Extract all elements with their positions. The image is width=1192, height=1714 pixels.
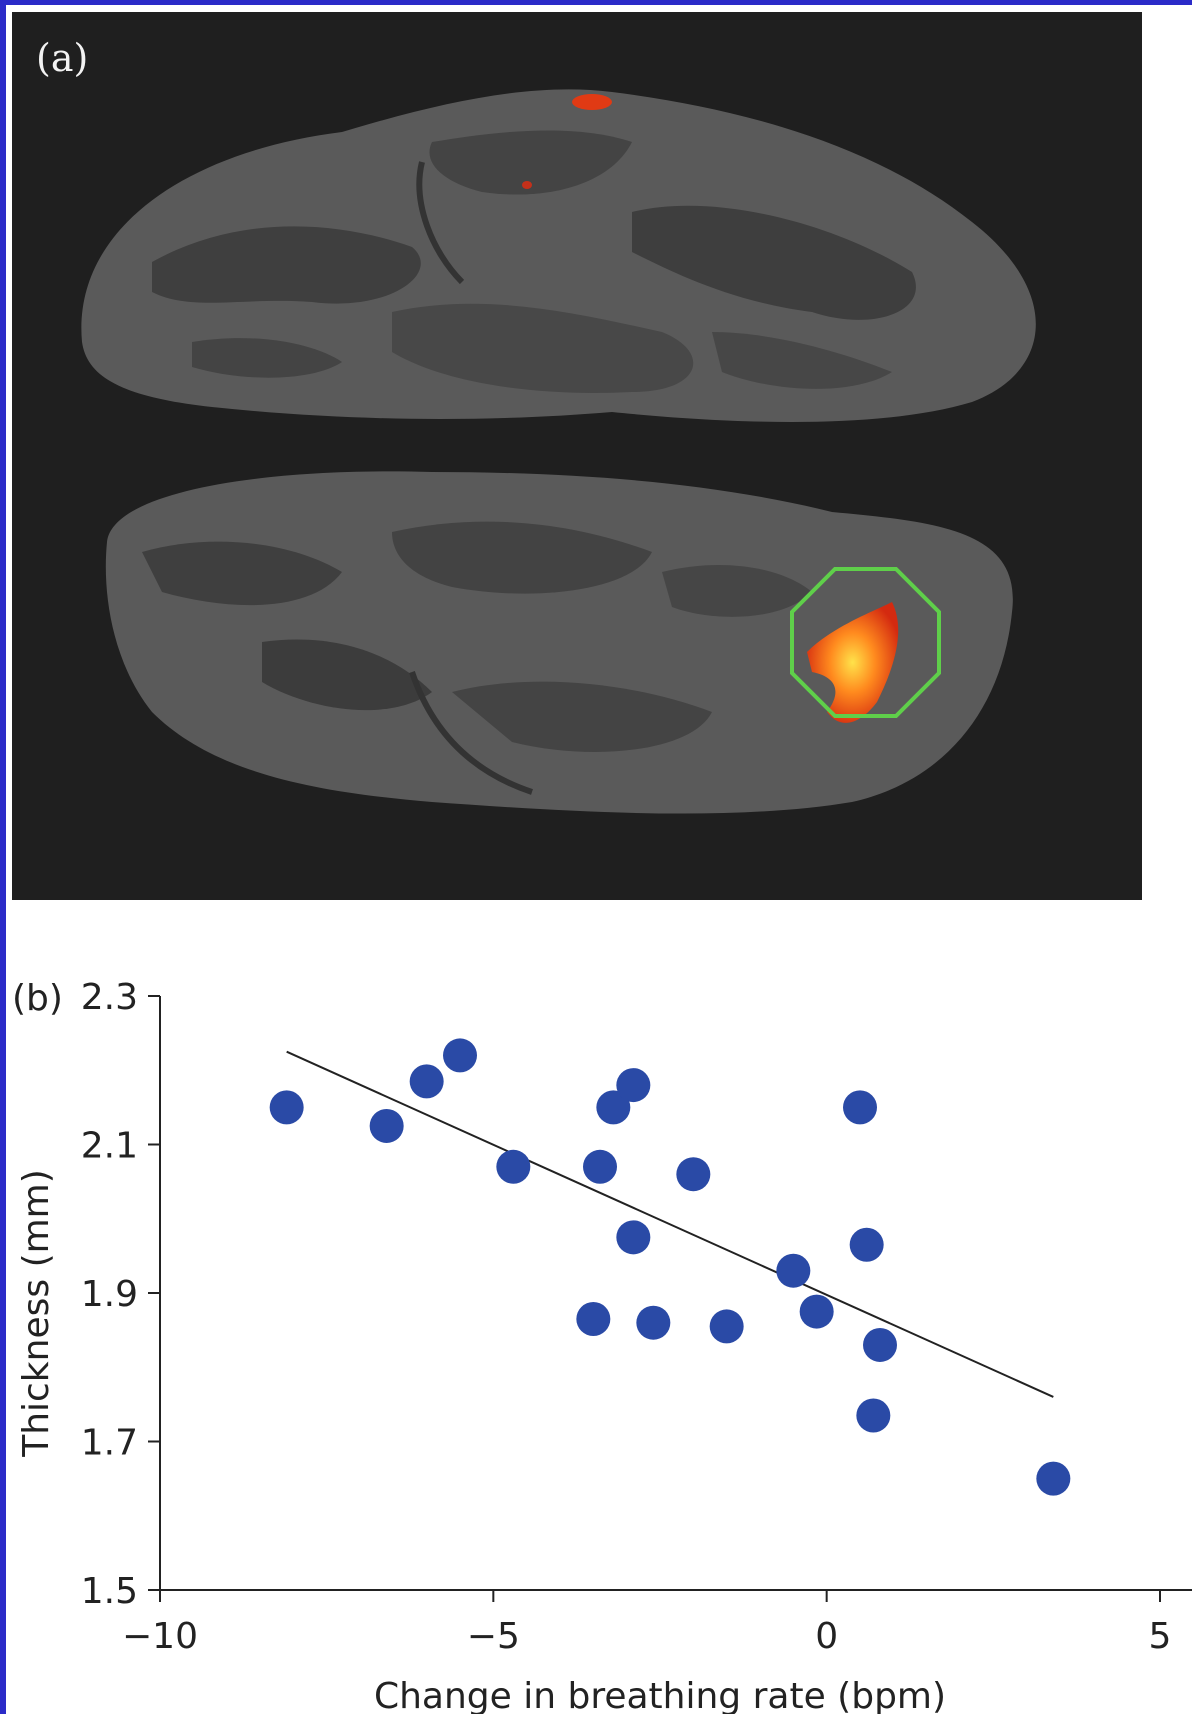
x-tick-label: −5 <box>467 1616 520 1657</box>
panel-a-label: (a) <box>36 36 89 80</box>
x-tick-label: −10 <box>122 1616 198 1657</box>
blue-frame-top <box>0 0 1192 5</box>
data-point <box>636 1305 671 1340</box>
x-tick-label: 5 <box>1149 1616 1172 1657</box>
upper-hemisphere <box>81 89 1036 423</box>
data-point <box>616 1068 651 1103</box>
data-point <box>799 1294 834 1329</box>
lower-hemisphere <box>105 471 1013 814</box>
plot-area: 1.5 1.7 1.9 2.1 2.3 −10 −5 0 5 (b) Change in breat… <box>12 977 1192 1714</box>
data-point <box>863 1327 897 1362</box>
y-axis-label: Thickness (mm) <box>16 1169 57 1458</box>
y-tick-label: 2.3 <box>81 977 138 1018</box>
data-point <box>583 1149 617 1184</box>
data-point <box>676 1157 711 1192</box>
data-point <box>496 1149 531 1184</box>
data-point <box>576 1301 611 1336</box>
x-axis-label: Change in breathing rate (bpm) <box>374 1676 946 1714</box>
data-point <box>369 1108 404 1143</box>
data-point <box>843 1090 877 1125</box>
brain-image <box>81 89 1036 814</box>
trend-line <box>286 1050 1054 1398</box>
roi-octagon <box>790 567 941 718</box>
panel-b-label: (b) <box>12 978 63 1019</box>
y-tick-label: 1.7 <box>81 1423 138 1464</box>
y-tick-label: 1.5 <box>81 1571 138 1612</box>
data-point <box>776 1253 811 1288</box>
data-point <box>1036 1461 1071 1496</box>
x-tick-label: 0 <box>815 1616 838 1657</box>
data-point <box>596 1090 631 1125</box>
activation-region <box>807 602 899 723</box>
blue-frame-left <box>0 0 6 1714</box>
data-point <box>269 1090 304 1125</box>
data-point <box>443 1038 477 1073</box>
brain-surface-panel: (a) <box>12 12 1142 900</box>
y-tick-label: 2.1 <box>81 1126 138 1167</box>
data-point <box>409 1064 444 1099</box>
scatter-chart: 1.5 1.7 1.9 2.1 2.3 −10 −5 0 5 (b) Change in breat… <box>12 977 1192 1714</box>
y-tick-label: 1.9 <box>81 1274 138 1315</box>
data-point <box>856 1398 891 1433</box>
data-point <box>849 1227 884 1262</box>
data-point <box>709 1309 744 1344</box>
data-point <box>616 1220 651 1255</box>
